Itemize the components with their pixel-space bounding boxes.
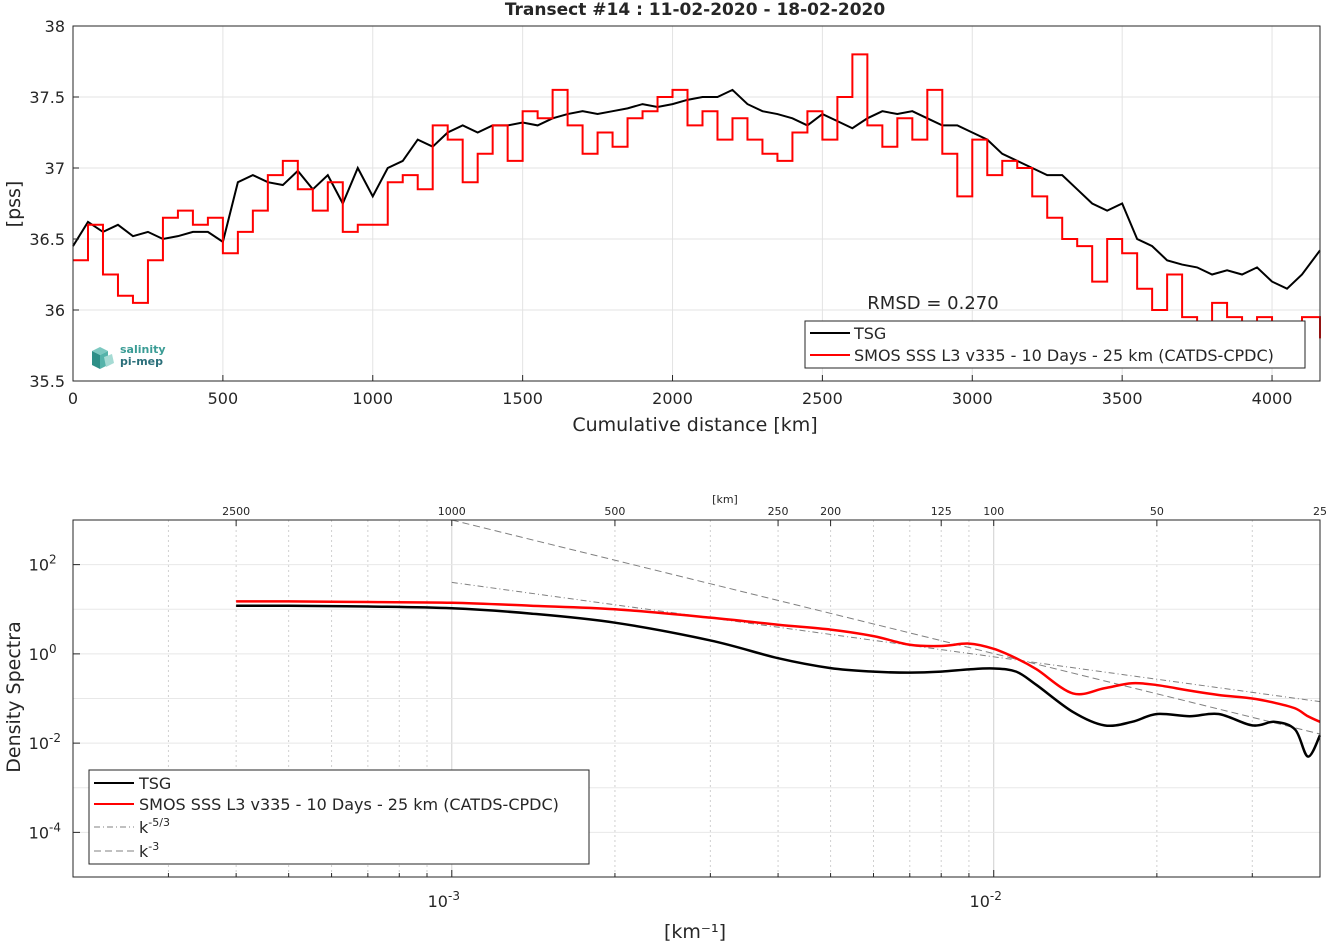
distance-plot: 0 500 1000 1500 2000 2500 3000 3500 4000 35.5 36 36… <box>3 0 1321 436</box>
top-x-tick-label: 3000 <box>952 389 993 408</box>
logo-line-2: pi-mep <box>120 355 164 368</box>
logo-line-1: salinity <box>120 343 166 356</box>
bottom-tick-labels: 10-3 10-2 10-4 10-2 100 102 2500 1000 500 250 200 1… <box>29 505 1326 911</box>
top-km-tick-label: 50 <box>1150 505 1164 518</box>
bottom-y-tick-label: 10-2 <box>29 731 61 753</box>
top-legend-smos-label: SMOS SSS L3 v335 - 10 Days - 25 km (CATD… <box>854 346 1274 365</box>
top-km-tick-label: 250 <box>768 505 789 518</box>
bottom-y-tick-label: 100 <box>29 642 57 664</box>
top-x-tick-label: 4000 <box>1252 389 1293 408</box>
bottom-series-tsg <box>236 604 1322 758</box>
top-series-smos <box>73 53 1321 347</box>
top-y-axis-label: [pss] <box>3 181 25 228</box>
bottom-series-smos <box>236 600 1321 723</box>
spectrum-plot: 10-3 10-2 10-4 10-2 100 102 2500 1000 500 250 200 1… <box>3 493 1326 942</box>
top-x-tick-label: 2000 <box>652 389 693 408</box>
top-x-tick-label: 0 <box>68 389 78 408</box>
bottom-series-k53 <box>451 581 1321 703</box>
bottom-legend-k53-label: k-5/3 <box>139 816 170 837</box>
top-legend-box <box>804 320 1306 369</box>
bottom-legend-box <box>88 769 590 865</box>
top-axis-label: [km] <box>712 493 738 506</box>
top-km-tick-label: 125 <box>931 505 952 518</box>
top-km-tick-label: 200 <box>820 505 841 518</box>
bottom-series-k3 <box>451 519 1321 735</box>
bottom-series-group <box>236 519 1322 758</box>
top-plot-frame <box>72 25 1321 382</box>
top-tick-labels: 0 500 1000 1500 2000 2500 3000 3500 4000 35.5 36 36… <box>29 17 1292 408</box>
bottom-y-axis-label: Density Spectra <box>3 621 25 772</box>
bottom-legend-smos-label: SMOS SSS L3 v335 - 10 Days - 25 km (CATD… <box>139 795 559 814</box>
top-x-tick-label: 2500 <box>802 389 843 408</box>
bottom-legend-tsg-label: TSG <box>138 774 171 793</box>
bottom-x-axis-label: [km⁻¹] <box>664 921 726 942</box>
bottom-y-tick-label: 102 <box>29 553 57 575</box>
top-km-tick-label: 1000 <box>438 505 466 518</box>
top-series-group <box>72 53 1321 347</box>
bottom-x-tick-label: 10-2 <box>970 889 1002 911</box>
bottom-plot-frame <box>72 519 1321 878</box>
rmsd-annotation: RMSD = 0.270 <box>867 293 998 314</box>
logo-text: salinity pi-mep <box>120 344 166 368</box>
bottom-legend: TSG SMOS SSS L3 v335 - 10 Days - 25 km (… <box>88 769 590 865</box>
bottom-legend-k3-label: k-3 <box>139 840 159 861</box>
bottom-x-tick-label: 10-3 <box>428 889 460 911</box>
top-x-axis-label: Cumulative distance [km] <box>572 414 817 436</box>
top-x-tick-label: 500 <box>208 389 239 408</box>
figure-title: Transect #14 : 11-02-2020 - 18-02-2020 <box>505 0 886 20</box>
salinity-logo-icon <box>92 347 114 369</box>
top-x-tick-label: 1500 <box>502 389 543 408</box>
top-legend-tsg-label: TSG <box>853 324 886 343</box>
top-y-tick-label: 35.5 <box>29 372 65 391</box>
top-series-tsg <box>72 88 1321 290</box>
top-y-tick-label: 36.5 <box>29 230 65 249</box>
top-km-tick-label: 500 <box>604 505 625 518</box>
salinity-pimep-logo: salinity pi-mep <box>90 343 180 373</box>
top-y-tick-label: 37.5 <box>29 88 65 107</box>
top-y-tick-label: 36 <box>45 301 65 320</box>
top-x-tick-label: 1000 <box>352 389 393 408</box>
top-x-tick-label: 3500 <box>1102 389 1143 408</box>
bottom-y-tick-label: 10-4 <box>29 820 61 842</box>
top-km-tick-label: 2500 <box>222 505 250 518</box>
top-km-tick-label: 25 <box>1313 505 1326 518</box>
top-km-tick-label: 100 <box>983 505 1004 518</box>
top-legend: TSG SMOS SSS L3 v335 - 10 Days - 25 km (… <box>804 320 1306 369</box>
top-y-tick-label: 37 <box>45 159 65 178</box>
top-y-tick-label: 38 <box>45 17 65 36</box>
